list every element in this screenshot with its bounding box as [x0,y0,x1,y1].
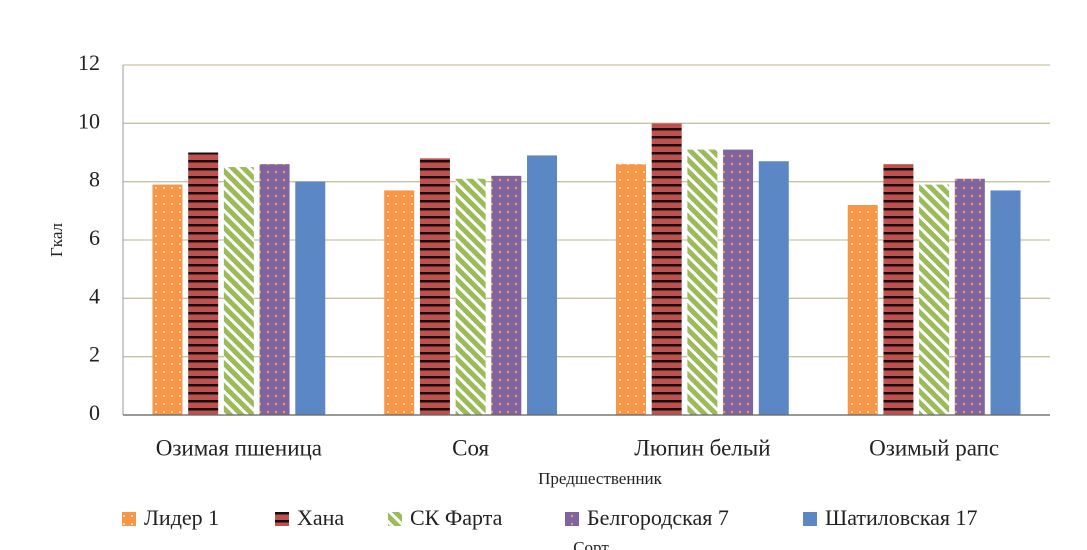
legend-swatch [275,512,289,526]
y-tick-label: 8 [89,167,100,192]
bar [384,190,415,415]
bar [990,190,1021,415]
legend-swatch [565,512,579,526]
bar [687,149,718,416]
x-tick-label: Люпин белый [634,435,770,460]
legend-label: Хана [297,505,344,530]
y-tick-label: 2 [89,342,100,367]
bar [847,205,878,415]
y-tick-label: 4 [89,283,100,308]
legend-swatch [388,512,402,526]
y-tick-label: 10 [78,108,100,133]
bar [527,155,558,415]
y-tick-label: 12 [78,50,100,75]
legend-label: Шатиловская 17 [825,505,978,530]
bar [491,175,522,415]
legend-swatch [803,512,817,526]
y-tick-label: 0 [89,400,100,425]
bar [954,178,985,415]
legend-label: Лидер 1 [144,505,219,530]
x-tick-label: Озимая пшеница [156,435,322,460]
bar [883,164,914,415]
bar [295,181,326,415]
y-axis-label: Гкал [47,222,66,257]
bar [758,161,789,415]
legend-label: СК Фарта [410,505,503,530]
x-tick-label: Озимый рапс [869,435,999,460]
bar [188,152,219,415]
bar [223,167,254,415]
bar [919,184,950,415]
legend-label: Белгородская 7 [587,505,729,530]
bar [651,123,682,415]
bar [152,184,183,415]
bar [615,164,646,415]
bar [419,158,450,416]
bar [455,178,486,415]
bar [723,149,754,416]
x-axis-label: Предшественник [538,469,663,488]
y-tick-label: 6 [89,225,100,250]
bar [259,164,290,415]
x-tick-label: Соя [452,435,489,460]
legend-swatch [122,512,136,526]
legend-title: Сорт [573,538,609,550]
